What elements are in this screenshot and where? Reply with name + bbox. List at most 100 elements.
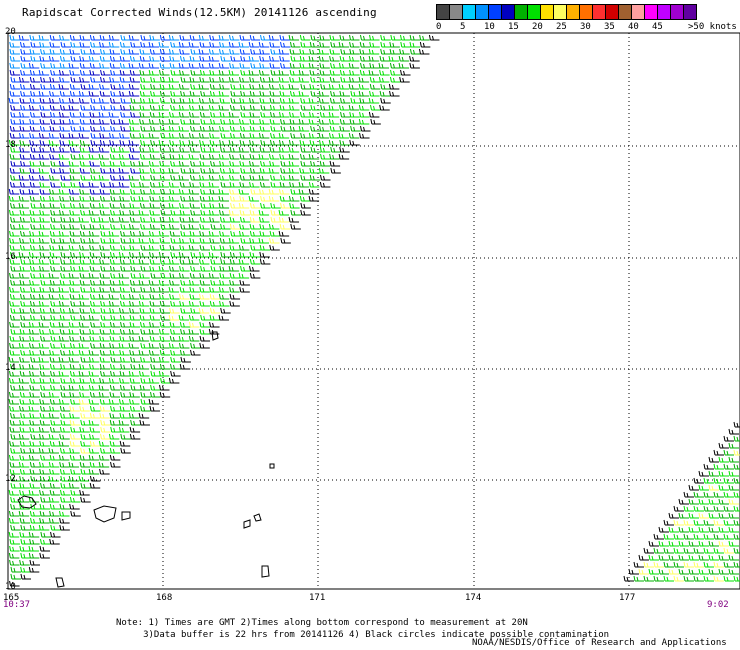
wind-barb bbox=[109, 237, 120, 244]
wind-barb bbox=[58, 370, 70, 377]
wind-barb bbox=[49, 146, 61, 153]
wind-barb bbox=[178, 104, 190, 111]
wind-barb bbox=[339, 69, 351, 76]
wind-barb bbox=[48, 447, 60, 454]
wind-barb bbox=[79, 258, 91, 265]
wind-barb bbox=[250, 188, 261, 195]
wind-barb bbox=[259, 244, 271, 251]
wind-barb bbox=[368, 48, 380, 55]
wind-barb bbox=[698, 526, 709, 533]
wind-barb bbox=[318, 118, 330, 125]
wind-barb bbox=[210, 160, 221, 167]
wind-barb bbox=[160, 314, 171, 321]
wind-barb bbox=[190, 265, 201, 272]
wind-barb bbox=[180, 356, 191, 363]
wind-barb bbox=[229, 195, 241, 202]
wind-barb bbox=[703, 547, 714, 554]
wind-barb bbox=[200, 188, 211, 195]
wind-barb bbox=[48, 272, 60, 279]
wind-barb bbox=[148, 342, 160, 349]
wind-barb bbox=[188, 328, 200, 335]
wind-barb bbox=[89, 461, 101, 468]
wind-barb bbox=[159, 174, 171, 181]
wind-barb bbox=[80, 237, 91, 244]
wind-barb bbox=[258, 174, 270, 181]
lon-label-174: 174 bbox=[465, 593, 482, 603]
wind-barb bbox=[69, 342, 81, 349]
wind-barb bbox=[138, 195, 150, 202]
wind-barb bbox=[169, 230, 181, 237]
wind-barb bbox=[209, 90, 221, 97]
wind-barb bbox=[703, 561, 714, 568]
wind-barb bbox=[20, 258, 31, 265]
wind-barb bbox=[80, 447, 91, 454]
wind-barb bbox=[89, 475, 101, 482]
wind-barb bbox=[78, 90, 90, 97]
wind-barb bbox=[270, 181, 281, 188]
wind-barb bbox=[159, 62, 170, 69]
wind-barb bbox=[139, 153, 151, 160]
wind-barb bbox=[209, 314, 221, 321]
wind-barb bbox=[349, 76, 360, 83]
wind-barb bbox=[38, 34, 50, 41]
wind-barb bbox=[38, 342, 50, 349]
wind-barb bbox=[229, 181, 241, 188]
wind-barb bbox=[19, 286, 31, 293]
wind-barb bbox=[229, 300, 240, 307]
wind-barb bbox=[39, 286, 50, 293]
wind-barb bbox=[9, 132, 21, 139]
wind-barb bbox=[119, 69, 131, 76]
wind-barb bbox=[39, 503, 51, 510]
wind-barb bbox=[368, 97, 380, 104]
wind-barb bbox=[239, 209, 251, 216]
wind-barb bbox=[260, 195, 271, 202]
wind-barb bbox=[159, 384, 170, 391]
wind-barb bbox=[149, 188, 161, 195]
wind-barb bbox=[148, 244, 160, 251]
wind-barb bbox=[60, 391, 71, 398]
wind-barb bbox=[653, 533, 664, 540]
wind-barb bbox=[159, 335, 170, 342]
wind-barb bbox=[159, 237, 171, 244]
wind-barb bbox=[149, 314, 161, 321]
wind-barb bbox=[653, 547, 664, 554]
wind-barb bbox=[723, 491, 734, 498]
wind-barb bbox=[170, 370, 181, 377]
wind-barb bbox=[89, 440, 101, 447]
wind-barb bbox=[19, 475, 30, 482]
wind-barb bbox=[278, 209, 290, 216]
wind-barb bbox=[139, 174, 151, 181]
wind-barb bbox=[38, 293, 50, 300]
wind-barb bbox=[713, 449, 724, 456]
wind-barb bbox=[280, 62, 291, 69]
wind-barb bbox=[718, 540, 729, 547]
wind-barb bbox=[168, 48, 180, 55]
wind-barb bbox=[228, 41, 240, 48]
wind-speed-scale-labels: 0 5 10 15 20 25 30 35 40 45 >50 knots bbox=[436, 22, 737, 34]
wind-barb bbox=[159, 244, 171, 251]
wind-barb bbox=[169, 335, 181, 342]
wind-barb bbox=[48, 461, 60, 468]
wind-barb bbox=[89, 244, 100, 251]
wind-barb bbox=[98, 153, 110, 160]
wind-barb bbox=[119, 314, 131, 321]
wind-barb bbox=[99, 90, 111, 97]
wind-barb bbox=[209, 237, 220, 244]
wind-barb bbox=[29, 132, 40, 139]
wind-barb bbox=[119, 307, 130, 314]
wind-barb bbox=[119, 384, 131, 391]
wind-barb bbox=[78, 349, 90, 356]
wind-barb bbox=[198, 34, 210, 41]
wind-barb bbox=[78, 384, 90, 391]
wind-barb bbox=[149, 202, 161, 209]
wind-barb bbox=[349, 139, 360, 146]
wind-barb bbox=[49, 286, 60, 293]
wind-barb bbox=[79, 461, 91, 468]
wind-barb bbox=[49, 251, 61, 258]
wind-barb bbox=[59, 55, 71, 62]
island-outline bbox=[253, 513, 262, 522]
wind-barb bbox=[79, 62, 91, 69]
wind-barb bbox=[713, 491, 724, 498]
wind-barb bbox=[319, 34, 330, 41]
wind-barb bbox=[88, 146, 100, 153]
